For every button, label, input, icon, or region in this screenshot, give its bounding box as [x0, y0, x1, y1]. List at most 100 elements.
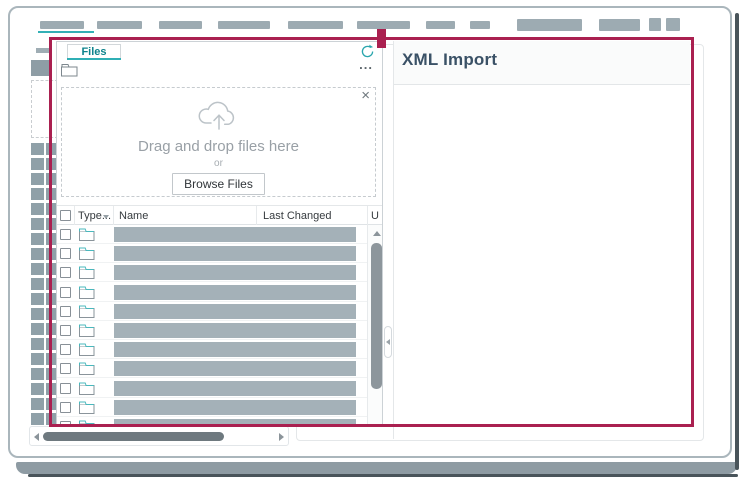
folder-icon — [79, 286, 95, 299]
sidebar-item-redacted[interactable] — [31, 263, 44, 275]
toolbar-item-redacted[interactable] — [470, 21, 490, 29]
sidebar-item-redacted[interactable] — [31, 203, 44, 215]
redacted-name-bar — [114, 323, 356, 338]
table-row[interactable] — [57, 321, 382, 340]
sidebar-redacted-block[interactable] — [31, 60, 51, 76]
overflow-menu-button[interactable]: ... — [359, 57, 373, 72]
folder-icon — [79, 324, 95, 337]
folder-icon — [79, 420, 95, 426]
sidebar-item-redacted[interactable] — [31, 413, 44, 425]
vertical-scrollbar[interactable] — [367, 225, 382, 426]
active-toolbar-underline — [38, 31, 94, 33]
table-row[interactable] — [57, 398, 382, 417]
toolbar-item-redacted[interactable] — [517, 19, 582, 31]
row-checkbox[interactable] — [60, 421, 71, 426]
row-checkbox[interactable] — [60, 267, 71, 278]
row-checkbox[interactable] — [60, 306, 71, 317]
row-checkbox[interactable] — [60, 344, 71, 355]
toolbar-item-redacted[interactable] — [218, 21, 270, 29]
sidebar-redacted-bar — [36, 48, 51, 53]
sidebar-item-redacted[interactable] — [31, 338, 44, 350]
row-checkbox[interactable] — [60, 363, 71, 374]
table-row[interactable] — [57, 263, 382, 282]
sidebar-item-redacted[interactable] — [31, 143, 44, 155]
window-bottom-shadow — [28, 474, 738, 477]
redacted-name-bar — [114, 227, 356, 242]
table-row[interactable] — [57, 302, 382, 321]
scroll-right-icon[interactable] — [279, 433, 284, 441]
sidebar-item-redacted[interactable] — [31, 188, 44, 200]
file-dropzone[interactable]: × Drag and drop files here or Browse Fil… — [61, 87, 376, 197]
xml-panel-left-border — [393, 41, 394, 439]
table-row[interactable] — [57, 359, 382, 378]
table-row[interactable] — [57, 417, 382, 426]
scroll-left-icon[interactable] — [34, 433, 39, 441]
sidebar-item-redacted[interactable] — [31, 308, 44, 320]
folder-icon — [79, 343, 95, 356]
sidebar-item-redacted[interactable] — [31, 278, 44, 290]
panel-splitter-handle[interactable] — [384, 326, 392, 358]
files-panel: Files ... × Drag and drop files here or … — [56, 41, 383, 427]
sidebar-item-redacted[interactable] — [31, 173, 44, 185]
row-checkbox[interactable] — [60, 402, 71, 413]
header-type[interactable]: Type... — [78, 210, 112, 222]
toolbar-item-redacted[interactable] — [288, 21, 343, 29]
header-last-changed[interactable]: Last Changed — [263, 210, 332, 222]
vertical-scrollbar-thumb[interactable] — [371, 243, 382, 389]
sidebar-dashed-box — [31, 80, 58, 138]
close-icon[interactable]: × — [361, 87, 370, 104]
redacted-name-bar — [114, 285, 356, 300]
tab-active-underline — [67, 58, 121, 60]
dropzone-title: Drag and drop files here — [138, 138, 299, 155]
table-row[interactable] — [57, 379, 382, 398]
cloud-upload-icon — [196, 97, 242, 136]
tab-files[interactable]: Files — [67, 44, 121, 59]
redacted-name-bar — [114, 361, 356, 376]
sidebar-item-redacted[interactable] — [31, 353, 44, 365]
toolbar-item-redacted[interactable] — [649, 18, 661, 31]
sidebar-item-redacted[interactable] — [31, 383, 44, 395]
redacted-name-bar — [114, 400, 356, 415]
folder-icon — [79, 228, 95, 241]
header-name[interactable]: Name — [119, 210, 149, 222]
sort-desc-icon[interactable] — [103, 215, 109, 219]
table-row[interactable] — [57, 283, 382, 302]
toolbar-item-redacted[interactable] — [97, 21, 142, 29]
redacted-name-bar — [114, 342, 356, 357]
toolbar-item-redacted[interactable] — [599, 19, 640, 31]
sidebar-item-redacted[interactable] — [31, 368, 44, 380]
collapse-left-icon — [386, 339, 390, 345]
sidebar-item-redacted[interactable] — [31, 218, 44, 230]
refresh-icon[interactable] — [360, 44, 375, 59]
row-checkbox[interactable] — [60, 229, 71, 240]
scroll-up-icon[interactable] — [373, 231, 381, 236]
xml-header-divider — [394, 84, 690, 85]
select-all-checkbox[interactable] — [60, 210, 71, 221]
row-checkbox[interactable] — [60, 325, 71, 336]
xml-panel-header — [394, 41, 690, 84]
toolbar-item-redacted[interactable] — [159, 21, 202, 29]
toolbar-item-redacted[interactable] — [426, 21, 455, 29]
horizontal-scrollbar-thumb[interactable] — [43, 432, 224, 441]
table-row[interactable] — [57, 225, 382, 244]
folder-icon — [79, 247, 95, 260]
toolbar-item-redacted[interactable] — [357, 21, 410, 29]
toolbar-item-redacted[interactable] — [666, 18, 680, 31]
horizontal-scrollbar[interactable] — [29, 426, 289, 446]
browse-files-button[interactable]: Browse Files — [172, 173, 265, 195]
toolbar-item-redacted[interactable] — [40, 21, 84, 29]
row-checkbox[interactable] — [60, 287, 71, 298]
sidebar-item-redacted[interactable] — [31, 323, 44, 335]
table-row[interactable] — [57, 244, 382, 263]
header-user-truncated[interactable]: U — [371, 210, 379, 222]
sidebar-item-redacted[interactable] — [31, 398, 44, 410]
sidebar-item-redacted[interactable] — [31, 158, 44, 170]
sidebar-item-redacted[interactable] — [31, 248, 44, 260]
sidebar-item-redacted[interactable] — [31, 293, 44, 305]
folder-icon[interactable] — [61, 63, 78, 77]
sidebar-item-redacted[interactable] — [31, 233, 44, 245]
row-checkbox[interactable] — [60, 248, 71, 259]
page-title: XML Import — [402, 50, 498, 69]
row-checkbox[interactable] — [60, 383, 71, 394]
table-row[interactable] — [57, 340, 382, 359]
